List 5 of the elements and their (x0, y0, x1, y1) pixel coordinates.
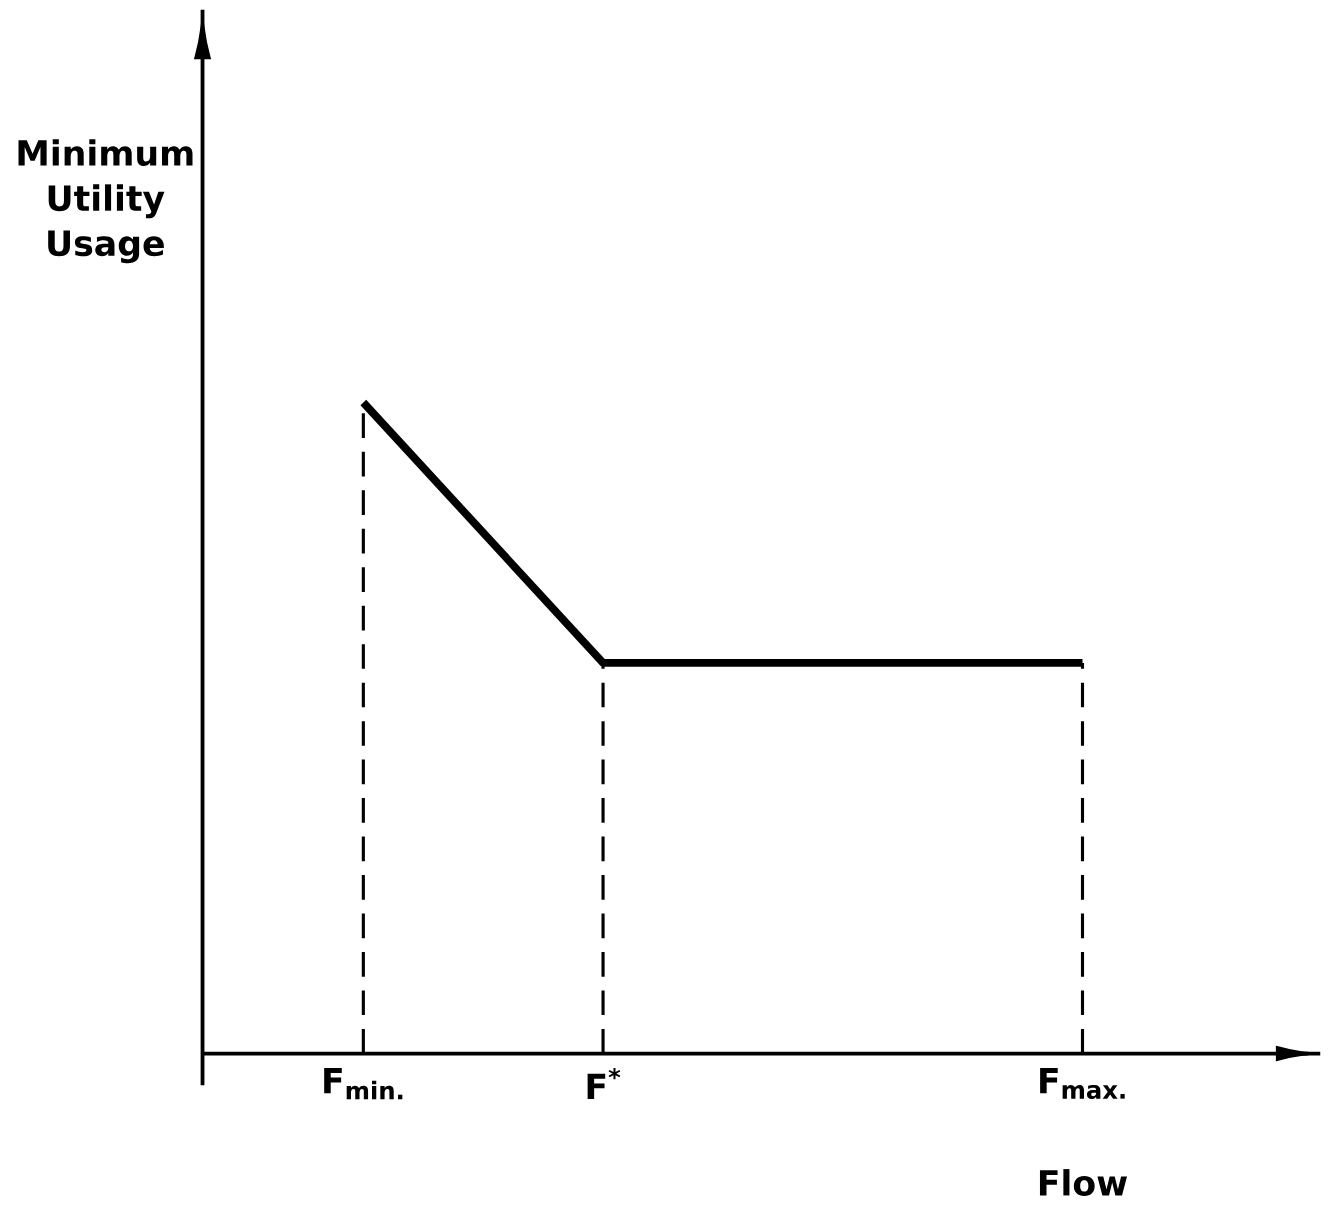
x-tick-label: F$^{*}$ (587, 1067, 621, 1099)
y-axis-title: Minimum Utility Usage (18, 139, 193, 263)
x-axis-title: Flow (1039, 1168, 1128, 1196)
x-tick-label: F$_{min.}$ (324, 1067, 403, 1100)
x-tick-label: F$_{max.}$ (1040, 1067, 1125, 1099)
